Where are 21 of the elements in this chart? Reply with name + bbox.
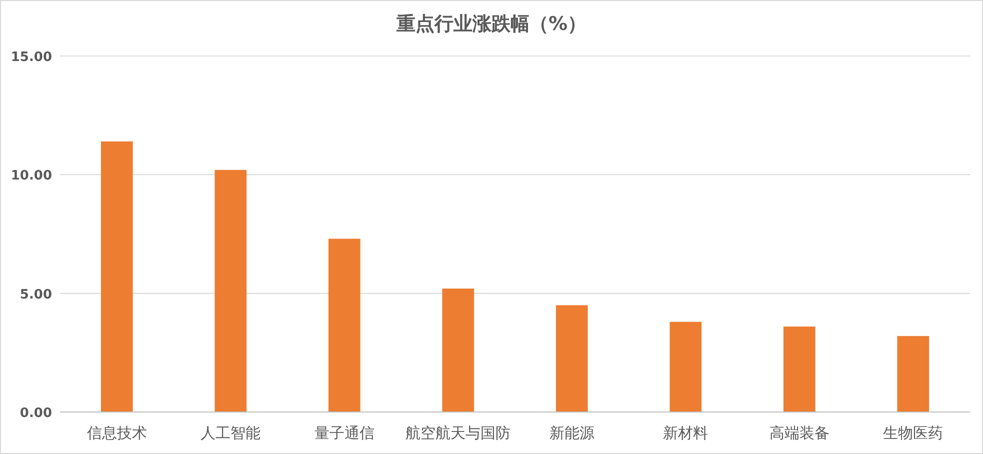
x-tick-label: 信息技术 [86, 424, 147, 442]
x-tick-label: 人工智能 [200, 424, 261, 442]
y-tick-label: 10.00 [10, 168, 52, 184]
x-tick-label: 生物医药 [883, 424, 944, 442]
y-tick-label: 5.00 [20, 287, 52, 302]
x-tick-label: 航空航天与国防 [406, 424, 511, 442]
bar [897, 336, 930, 412]
x-tick-label: 高端装备 [769, 424, 830, 442]
x-tick-label: 新材料 [663, 424, 708, 442]
bar [442, 288, 474, 412]
y-tick-label: 0.00 [20, 406, 52, 421]
bar [214, 170, 247, 412]
x-tick-label: 新能源 [549, 424, 594, 442]
bar [100, 141, 133, 412]
y-tick-label: 15.00 [10, 50, 52, 65]
bar [556, 305, 588, 412]
x-tick-label: 量子通信 [314, 424, 374, 442]
bar [670, 322, 702, 412]
chart-title: 重点行业涨跌幅（%） [395, 13, 587, 35]
bar [783, 326, 816, 412]
bar [328, 238, 360, 412]
